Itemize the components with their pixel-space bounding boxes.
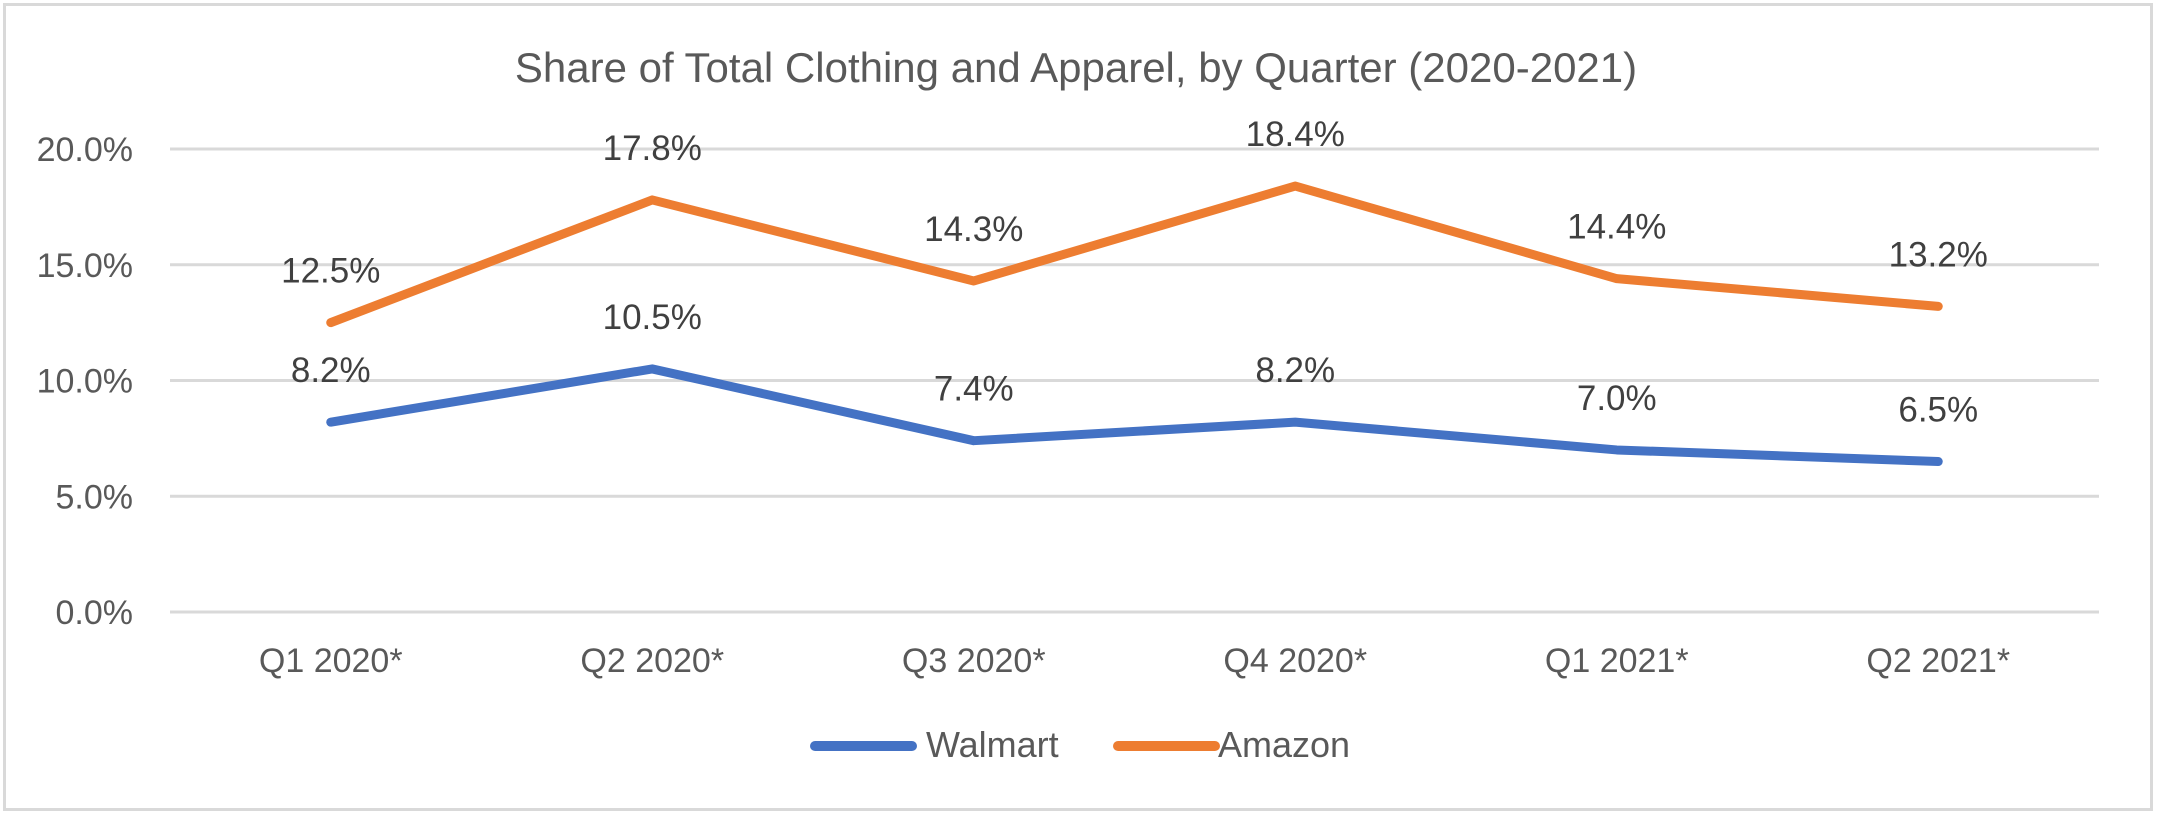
x-tick-label: Q2 2020* [580,642,724,680]
data-label-amazon: 14.4% [1567,208,1666,247]
y-tick-label: 20.0% [37,131,133,169]
x-tick-label: Q4 2020* [1223,642,1367,680]
series-line-walmart [326,364,1943,467]
data-label-walmart: 8.2% [1255,351,1335,390]
series-line-amazon [326,181,1943,328]
data-label-amazon: 12.5% [281,252,380,291]
legend-item-walmart[interactable]: Walmart [810,724,1059,765]
chart-title: Share of Total Clothing and Apparel, by … [515,44,1637,91]
x-tick-label: Q1 2020* [259,642,403,680]
y-tick-label: 0.0% [56,594,134,632]
legend-item-amazon[interactable]: Amazon [1113,724,1350,765]
y-tick-label: 15.0% [37,247,133,285]
x-tick-label: Q2 2021* [1866,642,2010,680]
chart-frame [3,3,2153,811]
x-tick-label: Q3 2020* [902,642,1046,680]
data-label-walmart: 8.2% [291,351,371,390]
y-tick-label: 5.0% [56,478,134,516]
data-label-walmart: 10.5% [603,298,702,337]
data-label-walmart: 6.5% [1898,391,1978,430]
data-label-walmart: 7.4% [934,370,1014,409]
legend-label-amazon: Amazon [1218,724,1350,765]
legend: Walmart Amazon [810,724,1350,765]
data-labels: 8.2% 10.5% 7.4% 8.2% 7.0% 6.5% 12.5% 17.8% 14.3%… [281,115,1988,429]
legend-label-walmart: Walmart [926,724,1059,765]
data-label-walmart: 7.0% [1577,379,1657,418]
series-lines [326,181,1943,467]
y-tick-label: 10.0% [37,363,133,401]
x-axis-tick-labels: Q1 2020* Q2 2020* Q3 2020* Q4 2020* Q1 2021*… [259,642,2010,680]
data-label-amazon: 18.4% [1246,115,1345,154]
data-label-amazon: 17.8% [603,129,702,168]
y-axis-tick-labels: 0.0% 5.0% 10.0% 15.0% 20.0% [37,131,133,632]
x-tick-label: Q1 2021* [1545,642,1689,680]
data-label-amazon: 13.2% [1889,235,1988,274]
data-label-amazon: 14.3% [924,210,1023,249]
